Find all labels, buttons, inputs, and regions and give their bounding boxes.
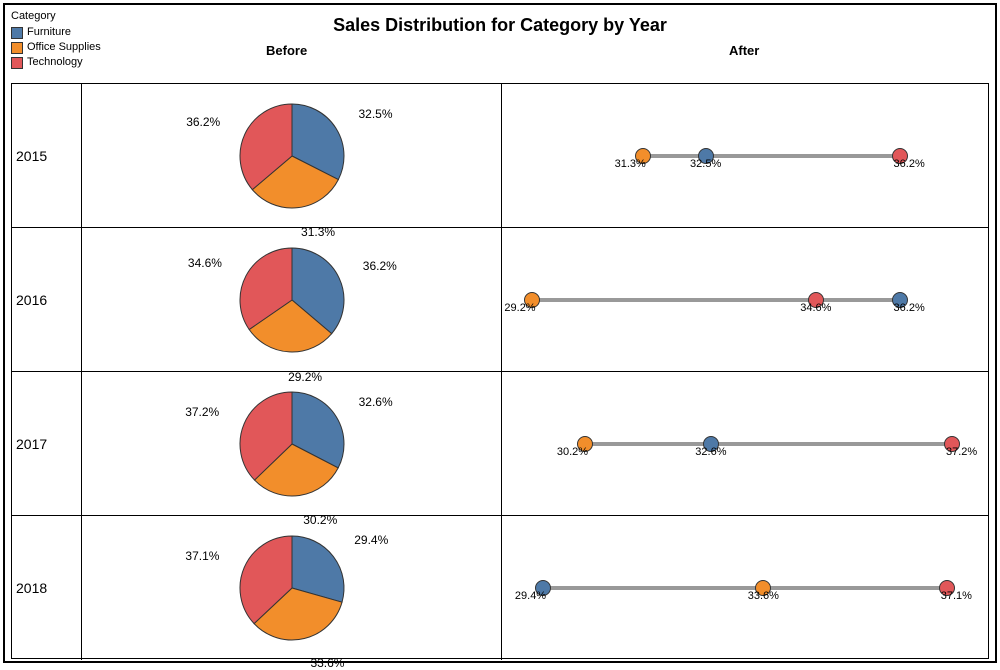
data-row: 201732.6%30.2%37.2% 30.2% 32.6% 37.2% bbox=[12, 372, 988, 516]
dotplot-cell: 29.2% 34.6% 36.2% bbox=[502, 228, 988, 371]
year-label: 2018 bbox=[12, 516, 82, 660]
header-after: After bbox=[729, 43, 759, 58]
dot-track bbox=[543, 586, 947, 590]
pie-label: 37.1% bbox=[185, 549, 219, 563]
pie-label: 29.4% bbox=[354, 533, 388, 547]
header-before: Before bbox=[266, 43, 307, 58]
pie-label: 32.5% bbox=[359, 107, 393, 121]
dotplot-cell: 31.3% 32.5% 36.2% bbox=[502, 84, 988, 227]
pie-chart bbox=[222, 230, 362, 370]
dot-plot: 29.2%34.6%36.2% bbox=[522, 280, 968, 320]
dot-plot: 31.3% 32.5% 36.2% bbox=[522, 136, 968, 176]
dot-label-technology: 34.6% bbox=[800, 302, 831, 314]
dot-label-furniture: 32.5% bbox=[690, 158, 721, 170]
column-headers: Before After bbox=[5, 43, 995, 61]
pie-label: 36.2% bbox=[186, 115, 220, 129]
chart-title: Sales Distribution for Category by Year bbox=[5, 15, 995, 36]
data-row: 201829.4%33.6%37.1%29.4%33.6%37.1% bbox=[12, 516, 988, 660]
dot-track bbox=[643, 154, 900, 158]
dot-label-furniture: 36.2% bbox=[894, 302, 925, 314]
top-bar: Category Furniture Office Supplies Techn… bbox=[5, 5, 995, 65]
data-row: 201532.5%31.3%36.2% 31.3% 32.5% 36.2% bbox=[12, 84, 988, 228]
dot-label-technology: 36.2% bbox=[894, 158, 925, 170]
pie-cell: 29.4%33.6%37.1% bbox=[82, 516, 502, 660]
dotplot-cell: 30.2% 32.6% 37.2% bbox=[502, 372, 988, 515]
data-row: 201636.2%29.2%34.6%29.2% 34.6% 36.2% bbox=[12, 228, 988, 372]
chart-container: Category Furniture Office Supplies Techn… bbox=[3, 3, 997, 663]
pie-label: 33.6% bbox=[310, 656, 344, 670]
dot-label-office: 29.2% bbox=[504, 302, 535, 314]
pie-label: 37.2% bbox=[185, 405, 219, 419]
year-label: 2016 bbox=[12, 228, 82, 371]
dotplot-cell: 29.4% 33.6% 37.1% bbox=[502, 516, 988, 660]
pie-label: 36.2% bbox=[363, 259, 397, 273]
dot-plot: 30.2%32.6%37.2% bbox=[522, 424, 968, 464]
pie-label: 34.6% bbox=[188, 256, 222, 270]
pie-cell: 32.6%30.2%37.2% bbox=[82, 372, 502, 515]
dot-label-office: 33.6% bbox=[748, 590, 779, 602]
dot-label-office: 31.3% bbox=[615, 158, 646, 170]
dot-label-office: 30.2% bbox=[557, 446, 588, 458]
dot-track bbox=[532, 298, 899, 302]
year-label: 2017 bbox=[12, 372, 82, 515]
data-grid: 201532.5%31.3%36.2%31.3%32.5%36.2%201636… bbox=[11, 83, 989, 659]
pie-cell: 32.5%31.3%36.2% bbox=[82, 84, 502, 227]
dot-label-furniture: 32.6% bbox=[695, 446, 726, 458]
dot-label-technology: 37.1% bbox=[941, 590, 972, 602]
dot-plot: 29.4%33.6%37.1% bbox=[522, 568, 968, 608]
pie-chart bbox=[222, 518, 362, 658]
pie-cell: 36.2%29.2%34.6% bbox=[82, 228, 502, 371]
pie-chart bbox=[222, 86, 362, 226]
dot-track bbox=[585, 442, 952, 446]
dot-label-furniture: 29.4% bbox=[515, 590, 546, 602]
dot-label-technology: 37.2% bbox=[946, 446, 977, 458]
pie-chart bbox=[222, 374, 362, 514]
year-label: 2015 bbox=[12, 84, 82, 227]
pie-label: 32.6% bbox=[359, 395, 393, 409]
